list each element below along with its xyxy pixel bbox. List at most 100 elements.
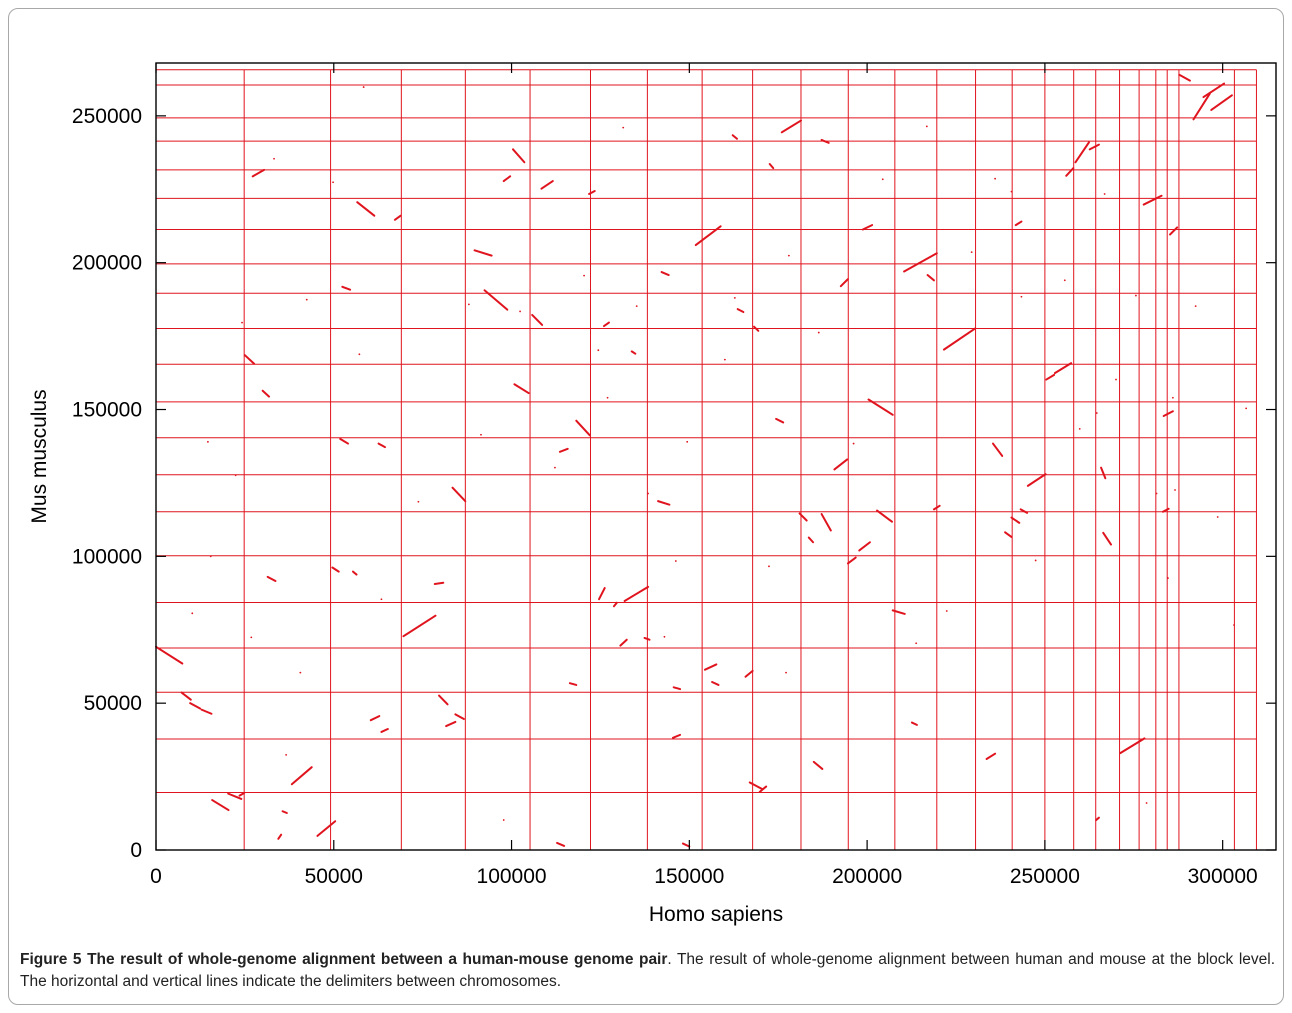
alignment-blocks [155,73,1248,848]
alignment-block-105 [1192,92,1211,121]
alignment-block-41 [588,190,596,195]
alignment-block-22 [380,728,389,733]
x-tick-label-0: 0 [150,865,162,888]
alignment-point-31 [945,610,948,612]
alignment-block-85 [991,442,1004,457]
alignment-point-22 [686,440,689,443]
alignment-point-46 [1167,577,1169,579]
alignment-point-14 [519,310,521,313]
alignment-block-15 [331,566,340,573]
alignment-block-86 [1004,531,1013,538]
alignment-point-41 [1115,378,1117,381]
alignment-block-25 [433,581,445,585]
y-axis-title: Mus musculus [28,389,51,523]
alignment-block-30 [473,249,493,257]
alignment-point-54 [358,353,361,356]
alignment-point-26 [787,254,790,257]
alignment-point-48 [1194,305,1197,308]
alignment-block-31 [483,289,509,311]
alignment-point-45 [1174,489,1176,491]
alignment-block-92 [1053,362,1073,375]
alignment-block-33 [511,148,526,164]
alignment-point-12 [467,303,470,306]
alignment-block-36 [540,180,554,190]
alignment-block-100 [1142,194,1163,206]
alignment-block-2 [189,702,202,710]
alignment-block-58 [736,308,745,314]
alignment-block-59 [744,669,754,678]
alignment-point-52 [209,555,212,558]
alignment-point-58 [785,671,787,674]
alignment-block-66 [798,512,808,522]
alignment-block-13 [290,766,313,786]
alignment-block-44 [612,601,618,608]
alignment-block-76 [867,398,894,416]
alignment-point-47 [1145,802,1148,804]
alignment-block-37 [556,841,566,847]
alignment-point-5 [273,157,275,160]
alignment-block-64 [775,417,785,424]
alignment-point-44 [1171,396,1174,399]
alignment-block-23 [393,214,402,221]
alignment-block-75 [861,224,874,231]
alignment-block-6 [238,792,246,797]
alignment-point-13 [502,819,505,821]
alignment-point-50 [1233,624,1235,626]
alignment-block-32 [502,175,512,183]
alignment-block-73 [846,556,857,565]
alignment-block-96 [1095,816,1100,822]
axis-ticks: 0 50000 100000 150000 200000 250000 300000 0 500… [72,63,1276,888]
alignment-block-99 [1119,737,1146,755]
alignment-point-21 [663,635,666,638]
alignment-block-67 [807,536,815,544]
alignment-block-62 [758,785,768,793]
alignment-block-103 [1162,410,1174,417]
alignment-block-20 [369,715,381,722]
alignment-block-8 [251,168,266,178]
alignment-point-17 [597,349,600,352]
alignment-block-4 [211,799,230,812]
x-tick-label-2: 100000 [477,865,547,888]
figure-caption: Figure 5 The result of whole-genome alig… [20,949,1275,993]
alignment-block-0 [155,645,184,665]
alignment-block-74 [858,541,871,552]
alignment-block-42 [598,587,606,601]
alignment-block-71 [833,458,849,471]
alignment-block-94 [1074,141,1090,164]
alignment-block-43 [603,321,610,328]
alignment-block-24 [402,614,437,638]
alignment-point-49 [1216,516,1219,518]
alignment-block-106 [1210,94,1233,111]
alignment-block-38 [558,447,569,453]
alignment-block-107 [1202,82,1226,99]
y-tick-label-5: 250000 [72,105,142,128]
alignment-point-2 [234,474,237,477]
alignment-point-51 [1245,407,1248,410]
y-tick-label-2: 100000 [72,545,142,568]
alignment-block-81 [926,274,935,282]
alignment-point-37 [1063,279,1066,282]
alignment-point-29 [881,178,884,181]
alignment-point-19 [635,305,638,308]
x-tick-label-4: 200000 [832,865,902,888]
alignment-point-34 [1010,190,1013,193]
x-tick-label-6: 300000 [1188,865,1258,888]
alignment-point-1 [207,440,209,443]
alignment-block-1 [180,691,192,701]
alignment-block-7 [243,354,256,365]
alignment-block-61 [748,781,763,790]
alignment-block-45 [619,638,628,647]
alignment-block-39 [568,682,578,686]
alignment-block-95 [1088,143,1100,151]
alignment-block-48 [643,636,651,641]
alignment-block-21 [377,442,386,449]
alignment-block-47 [630,350,637,355]
alignment-point-10 [380,598,383,601]
alignment-block-60 [753,325,760,332]
alignment-point-36 [1034,559,1037,562]
alignment-block-46 [623,585,650,602]
figure-frame [8,8,1284,1005]
alignment-point-23 [723,358,726,361]
figure-caption-text: . The result of whole-genome alignment b… [20,951,1276,990]
y-tick-label-4: 200000 [72,252,142,275]
